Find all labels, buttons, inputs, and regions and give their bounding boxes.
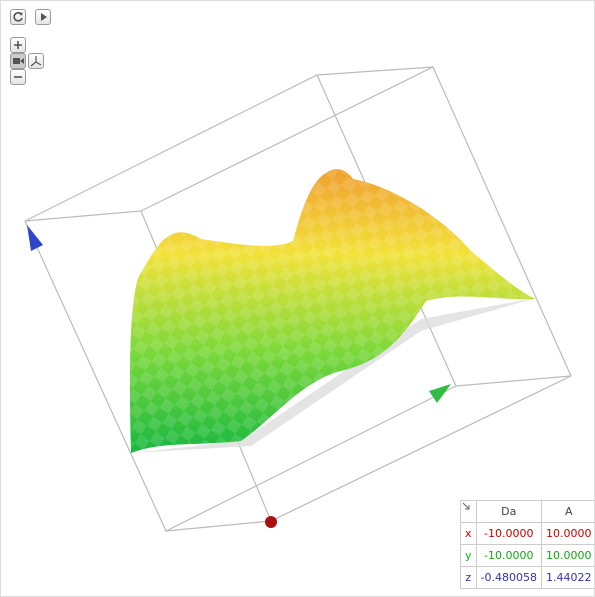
play-button[interactable] (35, 9, 51, 25)
zoom-in-button[interactable] (10, 37, 26, 53)
min-cell: -10.0000 (475, 522, 542, 545)
min-cell: -0.480058 (475, 566, 542, 589)
surface-mesh (129, 169, 537, 453)
axis-label: x (460, 522, 477, 545)
header-cell: Da (475, 500, 542, 523)
z-axis-arrow (27, 225, 43, 251)
header-cell: A (540, 500, 594, 523)
axes-tool-button[interactable] (28, 53, 44, 69)
max-cell: 1.44022 (540, 566, 594, 589)
refresh-button[interactable] (10, 9, 26, 25)
axis-label: y (460, 544, 477, 567)
y-axis-arrow (429, 384, 451, 403)
corner-icon (460, 500, 477, 523)
range-table: Da A x -10.0000 10.0000 y -10.0000 10.00… (460, 500, 594, 589)
min-cell: -10.0000 (475, 544, 542, 567)
zoom-out-button[interactable] (10, 69, 26, 85)
max-cell: 10.0000 (540, 544, 594, 567)
x-axis-point (265, 516, 277, 528)
max-cell: 10.0000 (540, 522, 594, 545)
axis-label: z (460, 566, 477, 589)
camera-button[interactable] (10, 53, 26, 69)
